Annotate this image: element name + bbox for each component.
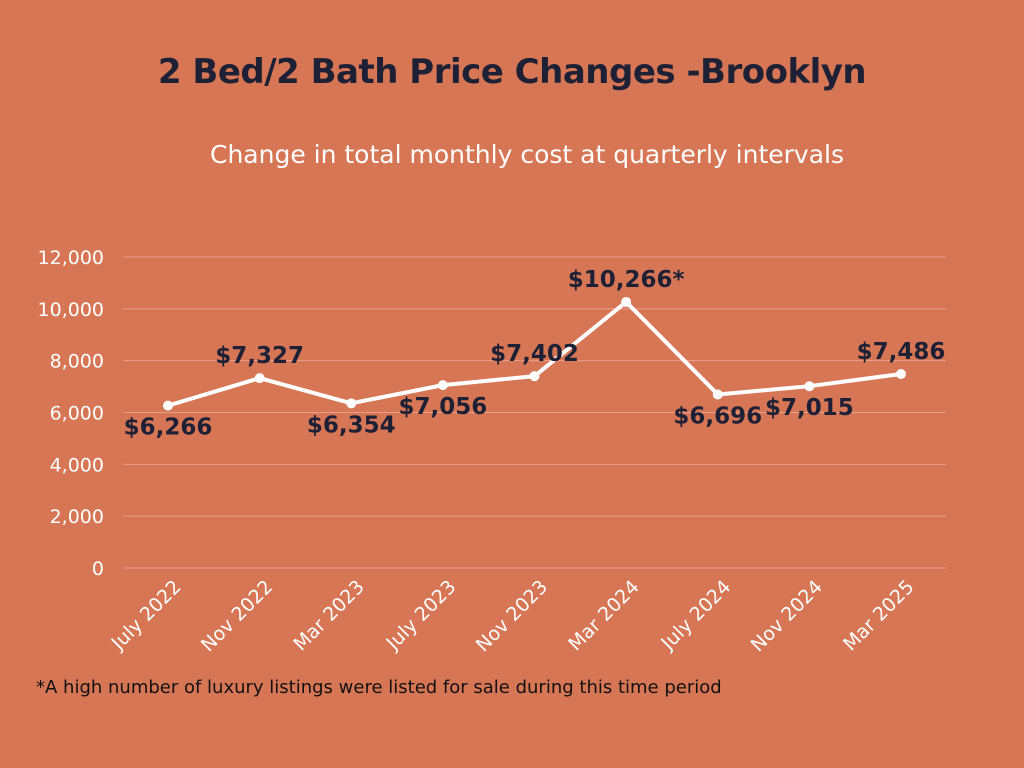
data-label: $7,056: [398, 394, 487, 420]
y-tick-label: 0: [92, 558, 104, 580]
data-point: [621, 296, 632, 307]
grid-lines: [123, 256, 946, 569]
data-labels: $6,266 $7,327 $6,354$7,056 $7,402 $10,266* $6…: [124, 267, 946, 441]
data-points: [163, 296, 906, 411]
y-tick-label: 2,000: [50, 506, 104, 528]
data-label: $7,015: [765, 395, 854, 421]
x-tick-label: Nov 2024: [747, 576, 827, 656]
x-tick-label: Nov 2023: [472, 576, 552, 656]
data-point: [896, 368, 906, 379]
data-point: [346, 398, 357, 409]
x-tick-label: Nov 2022: [197, 576, 277, 656]
data-point: [804, 381, 815, 392]
y-tick-label: 8,000: [50, 351, 104, 373]
y-tick-label: 10,000: [38, 299, 104, 321]
data-label: $7,486: [857, 339, 946, 365]
data-label: $10,266*: [568, 267, 685, 293]
data-point: [529, 371, 540, 382]
chart-subtitle: Change in total monthly cost at quarterl…: [209, 140, 845, 169]
y-tick-label: 6,000: [50, 403, 104, 425]
data-label: $7,402: [490, 341, 579, 367]
data-point: [254, 373, 265, 384]
data-label: $7,327: [215, 343, 304, 369]
x-axis-ticks: July 2022 Nov 2022 Mar 2023 July 2023 Nov 20…: [107, 576, 919, 656]
data-point: [163, 400, 173, 411]
x-tick-label: Mar 2025: [839, 576, 918, 655]
x-tick-label: July 2024: [656, 576, 735, 655]
x-tick-label: July 2022: [107, 576, 186, 655]
data-label: $6,266: [124, 415, 213, 441]
data-label: $6,354: [307, 412, 396, 438]
data-label: $6,696: [673, 403, 762, 429]
footnote: *A high number of luxury listings were l…: [36, 677, 722, 698]
x-tick-label: Mar 2024: [564, 576, 643, 655]
y-tick-label: 4,000: [50, 454, 104, 476]
data-point: [437, 380, 448, 391]
chart-title: 2 Bed/2 Bath Price Changes -Brooklyn: [157, 52, 867, 92]
x-tick-label: Mar 2023: [289, 576, 368, 655]
data-point: [712, 389, 723, 400]
x-tick-label: July 2023: [382, 576, 461, 655]
y-axis-ticks: 0 2,000 4,000 6,000 8,000 10,000 12,000: [38, 247, 104, 580]
y-tick-label: 12,000: [38, 247, 104, 269]
